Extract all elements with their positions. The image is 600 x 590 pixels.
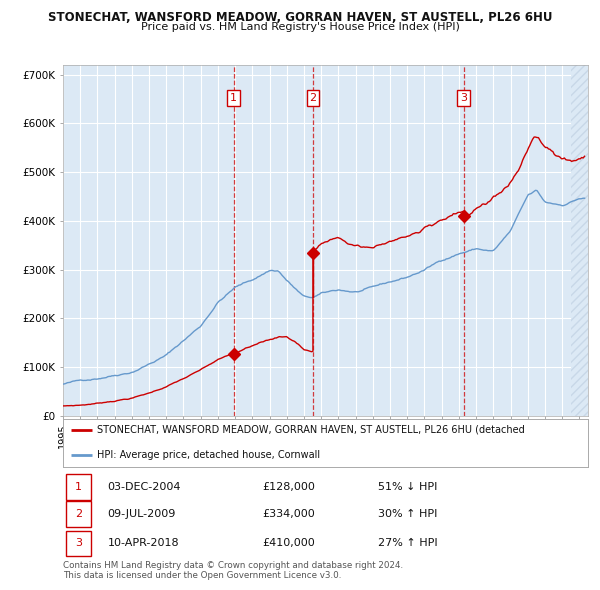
Text: STONECHAT, WANSFORD MEADOW, GORRAN HAVEN, ST AUSTELL, PL26 6HU (detached: STONECHAT, WANSFORD MEADOW, GORRAN HAVEN… <box>97 425 525 435</box>
Text: 03-DEC-2004: 03-DEC-2004 <box>107 482 181 491</box>
FancyBboxPatch shape <box>65 502 91 527</box>
Text: £410,000: £410,000 <box>263 539 315 549</box>
Text: HPI: Average price, detached house, Cornwall: HPI: Average price, detached house, Corn… <box>97 450 320 460</box>
Text: 2: 2 <box>74 509 82 519</box>
Text: Contains HM Land Registry data © Crown copyright and database right 2024.
This d: Contains HM Land Registry data © Crown c… <box>63 561 403 581</box>
Text: Price paid vs. HM Land Registry's House Price Index (HPI): Price paid vs. HM Land Registry's House … <box>140 22 460 32</box>
Text: 3: 3 <box>460 93 467 103</box>
Text: 3: 3 <box>75 539 82 549</box>
Text: 30% ↑ HPI: 30% ↑ HPI <box>378 509 437 519</box>
Bar <box>571 65 588 416</box>
Text: 2: 2 <box>310 93 316 103</box>
FancyBboxPatch shape <box>65 474 91 500</box>
Text: STONECHAT, WANSFORD MEADOW, GORRAN HAVEN, ST AUSTELL, PL26 6HU: STONECHAT, WANSFORD MEADOW, GORRAN HAVEN… <box>48 11 552 24</box>
Text: 51% ↓ HPI: 51% ↓ HPI <box>378 482 437 491</box>
Text: £128,000: £128,000 <box>263 482 316 491</box>
Text: 09-JUL-2009: 09-JUL-2009 <box>107 509 176 519</box>
Text: 1: 1 <box>230 93 237 103</box>
Text: 1: 1 <box>75 482 82 491</box>
Text: 27% ↑ HPI: 27% ↑ HPI <box>378 539 437 549</box>
FancyBboxPatch shape <box>65 530 91 556</box>
Text: 10-APR-2018: 10-APR-2018 <box>107 539 179 549</box>
Text: £334,000: £334,000 <box>263 509 315 519</box>
